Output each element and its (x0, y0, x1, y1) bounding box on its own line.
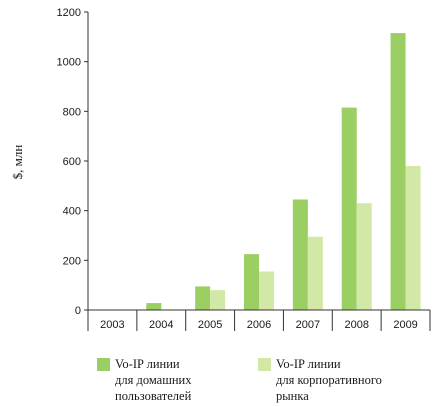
x-tick-label: 2006 (247, 319, 271, 331)
legend-label-home: Vo-IP линии для домашних пользователей (115, 357, 192, 403)
bar-corporate (210, 290, 226, 310)
legend-label-corporate: Vo-IP линии для корпоративного рынка (276, 357, 382, 403)
y-tick-label: 0 (75, 305, 81, 317)
y-tick-label: 600 (63, 156, 81, 168)
bar-home-users (195, 286, 211, 310)
bar-home-users (292, 199, 308, 310)
bar-corporate (259, 271, 274, 310)
y-tick-label: 1200 (57, 7, 81, 19)
x-tick-label: 2003 (100, 319, 124, 331)
y-tick-label: 1000 (57, 57, 81, 69)
x-tick-label: 2005 (198, 319, 222, 331)
y-axis-label: $, млн (10, 145, 25, 180)
bar-home-users (341, 107, 357, 310)
y-tick-label: 800 (63, 106, 81, 118)
bar-home-users (244, 254, 259, 310)
bar-home-users (390, 33, 406, 310)
x-tick-label: 2009 (393, 319, 417, 331)
y-tick-label: 400 (63, 206, 81, 218)
axes-group: 0 200 400 600 800 1000 1200 2003 2004 2005 2006 200… (57, 7, 431, 331)
x-tick-label: 2008 (344, 319, 368, 331)
legend-item-home: Vo-IP линии для домашних пользователей (97, 356, 191, 404)
bar-corporate (356, 203, 372, 310)
bar-corporate (405, 165, 421, 310)
bars-group (146, 33, 421, 310)
legend-swatch-corporate (258, 358, 271, 371)
y-tick-label: 200 (63, 255, 81, 267)
bar-home-users (146, 303, 162, 310)
bar-corporate (307, 236, 323, 310)
x-tick-label: 2007 (296, 319, 320, 331)
legend-item-corporate: Vo-IP линии для корпоративного рынка (258, 356, 382, 404)
legend-swatch-home (97, 358, 110, 371)
x-tick-label: 2004 (149, 319, 173, 331)
